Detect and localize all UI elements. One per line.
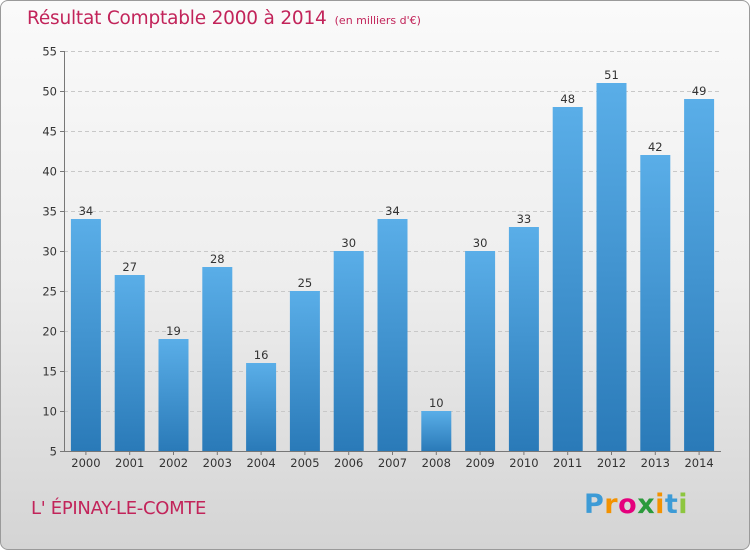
- axes: [60, 51, 721, 455]
- chart-subtitle: (en milliers d'€): [334, 14, 421, 27]
- x-tick-label: 2005: [290, 456, 319, 470]
- proxiti-logo: Proxiti: [584, 489, 688, 520]
- y-tick-label: 10: [42, 405, 57, 419]
- bar: [552, 107, 583, 451]
- logo-letter: i: [678, 489, 689, 520]
- x-tick-label: 2014: [684, 456, 713, 470]
- x-tick-label: 2006: [334, 456, 363, 470]
- bar-value-label: 25: [298, 276, 313, 290]
- bar-value-label: 19: [166, 324, 181, 338]
- x-tick-label: 2007: [378, 456, 407, 470]
- x-tick-label: 2000: [71, 456, 100, 470]
- labels: 5 10 15 20 25 30 35 40 45 50 55 34 2000 27 2001 19 2002 2…: [42, 45, 713, 471]
- bar: [158, 339, 189, 451]
- bar-value-label: 48: [560, 92, 575, 106]
- y-tick-label: 40: [42, 165, 57, 179]
- chart-title-block: Résultat Comptable 2000 à 2014 (en millie…: [27, 8, 421, 29]
- x-tick-label: 2001: [115, 456, 144, 470]
- y-tick-label: 15: [42, 365, 57, 379]
- logo-letter: r: [604, 489, 619, 520]
- chart-title: Résultat Comptable 2000 à 2014: [27, 8, 327, 29]
- bar-value-label: 28: [210, 252, 225, 266]
- bar: [640, 155, 671, 451]
- bar-value-label: 42: [648, 140, 663, 154]
- bar-value-label: 34: [79, 204, 94, 218]
- bar: [508, 227, 539, 451]
- logo-letter: P: [584, 489, 605, 520]
- bar-value-label: 30: [473, 236, 488, 250]
- y-tick-label: 45: [42, 125, 57, 139]
- bars: [70, 83, 715, 451]
- x-tick-label: 2003: [203, 456, 232, 470]
- bar-value-label: 33: [517, 212, 532, 226]
- x-tick-label: 2008: [422, 456, 451, 470]
- bar: [114, 275, 145, 451]
- bar: [333, 251, 364, 451]
- bar: [465, 251, 496, 451]
- bar-value-label: 16: [254, 348, 269, 362]
- y-tick-label: 5: [50, 445, 57, 459]
- bar-value-label: 51: [604, 68, 619, 82]
- bar: [596, 83, 627, 451]
- bar: [202, 267, 233, 451]
- bar: [289, 291, 320, 451]
- bar: [377, 219, 408, 451]
- bar-value-label: 30: [341, 236, 356, 250]
- x-tick-label: 2011: [553, 456, 582, 470]
- bar: [246, 363, 277, 451]
- bar-value-label: 49: [692, 84, 707, 98]
- bar: [684, 99, 715, 451]
- y-tick-label: 30: [42, 245, 57, 259]
- y-tick-label: 25: [42, 285, 57, 299]
- bar: [70, 219, 101, 451]
- commune-name: L' ÉPINAY-LE-COMTE: [31, 498, 207, 519]
- y-tick-label: 50: [42, 85, 57, 99]
- bar: [421, 411, 452, 451]
- bar-value-label: 10: [429, 396, 444, 410]
- logo-letter: o: [618, 489, 638, 520]
- y-tick-label: 55: [42, 45, 57, 59]
- x-tick-label: 2013: [641, 456, 670, 470]
- bar-value-label: 27: [122, 260, 137, 274]
- y-tick-label: 20: [42, 325, 57, 339]
- y-tick-label: 35: [42, 205, 57, 219]
- x-tick-label: 2009: [465, 456, 494, 470]
- x-tick-label: 2012: [597, 456, 626, 470]
- logo-letter: t: [664, 489, 679, 520]
- logo-letter: i: [655, 489, 665, 520]
- x-tick-label: 2002: [159, 456, 188, 470]
- x-tick-label: 2010: [509, 456, 538, 470]
- x-tick-label: 2004: [246, 456, 275, 470]
- bar-value-label: 34: [385, 204, 400, 218]
- logo-letter: x: [637, 489, 656, 520]
